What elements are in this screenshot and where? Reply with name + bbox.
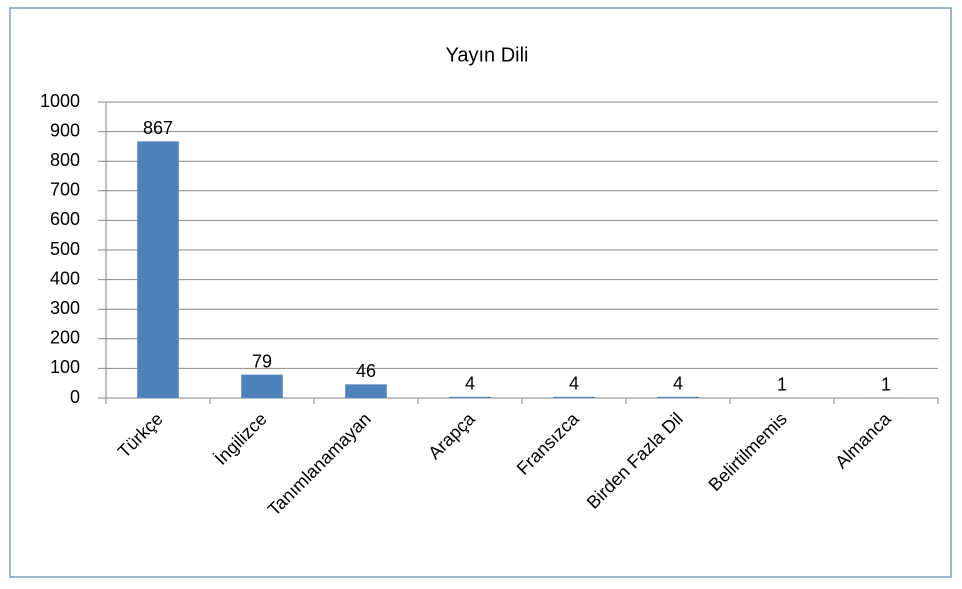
bar — [345, 384, 387, 398]
y-tick-label: 400 — [50, 268, 80, 288]
y-tick-label: 1000 — [40, 91, 80, 111]
y-tick-label: 900 — [50, 120, 80, 140]
data-label: 1 — [881, 374, 891, 394]
chart-title: Yayın Dili — [446, 44, 529, 66]
data-label: 867 — [143, 118, 173, 138]
y-tick-label: 600 — [50, 209, 80, 229]
data-label: 1 — [777, 374, 787, 394]
y-tick-label: 100 — [50, 357, 80, 377]
bar — [553, 397, 595, 398]
y-tick-label: 700 — [50, 180, 80, 200]
y-tick-label: 800 — [50, 150, 80, 170]
y-tick-label: 0 — [70, 387, 80, 407]
data-label: 4 — [569, 374, 579, 394]
data-label: 4 — [465, 374, 475, 394]
data-label: 4 — [673, 374, 683, 394]
bar — [241, 375, 283, 398]
bar — [449, 397, 491, 398]
y-tick-label: 500 — [50, 239, 80, 259]
data-label: 46 — [356, 361, 376, 381]
data-label: 79 — [252, 351, 272, 371]
y-tick-label: 200 — [50, 328, 80, 348]
y-tick-label: 300 — [50, 298, 80, 318]
bar — [137, 141, 179, 398]
bar — [657, 397, 699, 398]
